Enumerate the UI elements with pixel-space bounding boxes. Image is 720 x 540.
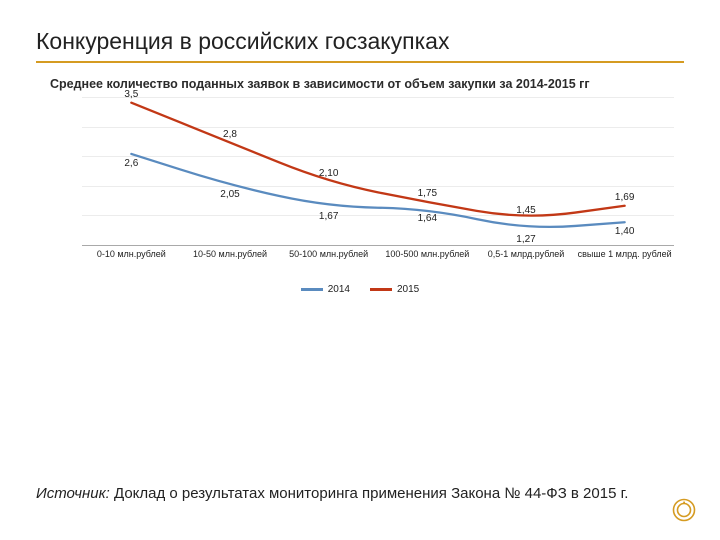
chart-legend: 2014 2015: [36, 283, 684, 295]
chart-x-label: 50-100 млн.рублей: [289, 249, 368, 259]
legend-label: 2014: [328, 284, 350, 295]
source-label: Источник:: [36, 485, 110, 502]
brand-logo-icon: [672, 498, 696, 522]
legend-item: 2014: [301, 284, 350, 295]
legend-swatch: [370, 288, 392, 291]
legend-swatch: [301, 288, 323, 291]
chart-lines: [82, 97, 674, 247]
chart-series-line: [131, 103, 624, 216]
chart-area: 0-10 млн.рублей 10-50 млн.рублей 50-100 мл…: [36, 97, 684, 277]
title-underline: [36, 61, 684, 63]
chart-x-label: 0,5-1 млрд.рублей: [488, 249, 565, 259]
chart-x-label: 100-500 млн.рублей: [385, 249, 469, 259]
chart-container: Среднее количество поданных заявок в зав…: [36, 77, 684, 295]
page-title: Конкуренция в российских госзакупках: [36, 28, 684, 55]
chart-title: Среднее количество поданных заявок в зав…: [50, 77, 684, 91]
legend-item: 2015: [370, 284, 419, 295]
chart-x-label: 10-50 млн.рублей: [193, 249, 267, 259]
source-line: Источник: Доклад о результатах мониторин…: [36, 484, 644, 504]
legend-label: 2015: [397, 284, 419, 295]
source-text: Доклад о результатах мониторинга примене…: [110, 485, 629, 502]
chart-plot: 0-10 млн.рублей10-50 млн.рублей50-100 мл…: [82, 97, 674, 245]
chart-x-label: свыше 1 млрд. рублей: [578, 249, 672, 259]
chart-x-label: 0-10 млн.рублей: [97, 249, 166, 259]
